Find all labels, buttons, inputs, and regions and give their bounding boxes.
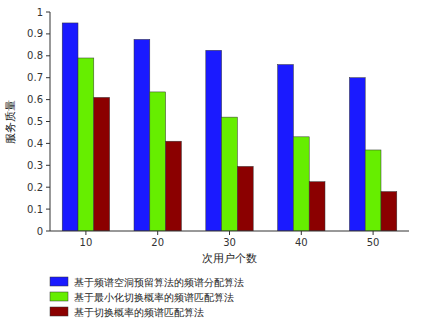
bar: [309, 182, 325, 231]
x-tick-label: 50: [367, 237, 380, 248]
x-axis-label: 次用户个数: [202, 252, 257, 265]
y-tick: [46, 77, 50, 78]
bar: [166, 141, 182, 231]
y-tick-label: 1: [37, 7, 43, 18]
x-tick: [85, 231, 86, 235]
y-tick-label: 0.8: [27, 50, 43, 61]
y-tick: [46, 143, 50, 144]
x-tick: [373, 231, 374, 235]
legend-label: 基于最小化切换概率的频谱匹配算法: [74, 292, 234, 303]
bar: [94, 97, 110, 231]
legend-swatch: [50, 292, 68, 301]
x-tick: [157, 231, 158, 235]
axes: 0 0.1 0.2 0.3 0.4 0.5 0.6 0.7 0.8 0.9 1 10 20 30 40 50: [27, 7, 409, 249]
bar: [365, 150, 381, 231]
y-tick-label: 0.4: [27, 138, 43, 149]
x-tick: [229, 231, 230, 235]
y-tick-label: 0.2: [27, 182, 43, 193]
y-tick: [46, 187, 50, 188]
bar: [278, 65, 294, 231]
legend-swatch: [50, 307, 68, 316]
bar: [150, 92, 166, 231]
chart-svg: 0 0.1 0.2 0.3 0.4 0.5 0.6 0.7 0.8 0.9 1 10 20 30 40 50 次…: [0, 0, 421, 326]
y-tick-label: 0.5: [27, 116, 43, 127]
y-tick: [46, 121, 50, 122]
y-tick-label: 0.9: [27, 28, 43, 39]
bar: [237, 166, 253, 231]
y-tick: [46, 12, 50, 13]
bar: [62, 23, 78, 231]
legend-label: 基于频谱空洞预留算法的频谱分配算法: [74, 277, 244, 288]
x-tick: [301, 231, 302, 235]
y-tick-label: 0.7: [27, 72, 43, 83]
y-tick-label: 0.3: [27, 160, 43, 171]
legend-swatch: [50, 277, 68, 286]
y-tick: [46, 33, 50, 34]
bar: [349, 78, 365, 231]
y-tick-label: 0.1: [27, 204, 43, 215]
legend-label: 基于切换概率的频谱匹配算法: [74, 307, 204, 318]
bars: [62, 23, 397, 231]
y-tick: [46, 209, 50, 210]
y-tick-label: 0: [37, 226, 43, 237]
y-tick: [46, 55, 50, 56]
y-tick: [46, 165, 50, 166]
chart-container: 0 0.1 0.2 0.3 0.4 0.5 0.6 0.7 0.8 0.9 1 10 20 30 40 50 次…: [0, 0, 421, 326]
bar: [206, 50, 222, 231]
y-axis-label: 服务质量: [4, 100, 17, 144]
bar: [381, 192, 397, 231]
y-tick: [46, 99, 50, 100]
y-tick-label: 0.6: [27, 94, 43, 105]
x-tick-label: 40: [295, 237, 308, 248]
bar: [222, 117, 238, 231]
x-tick-label: 20: [151, 237, 164, 248]
legend: 基于频谱空洞预留算法的频谱分配算法基于最小化切换概率的频谱匹配算法基于切换概率的…: [50, 277, 244, 318]
bar: [134, 39, 150, 231]
bar: [293, 137, 309, 231]
x-tick-label: 30: [223, 237, 236, 248]
bar: [78, 58, 94, 231]
y-tick: [46, 231, 50, 232]
x-tick-label: 10: [80, 237, 93, 248]
